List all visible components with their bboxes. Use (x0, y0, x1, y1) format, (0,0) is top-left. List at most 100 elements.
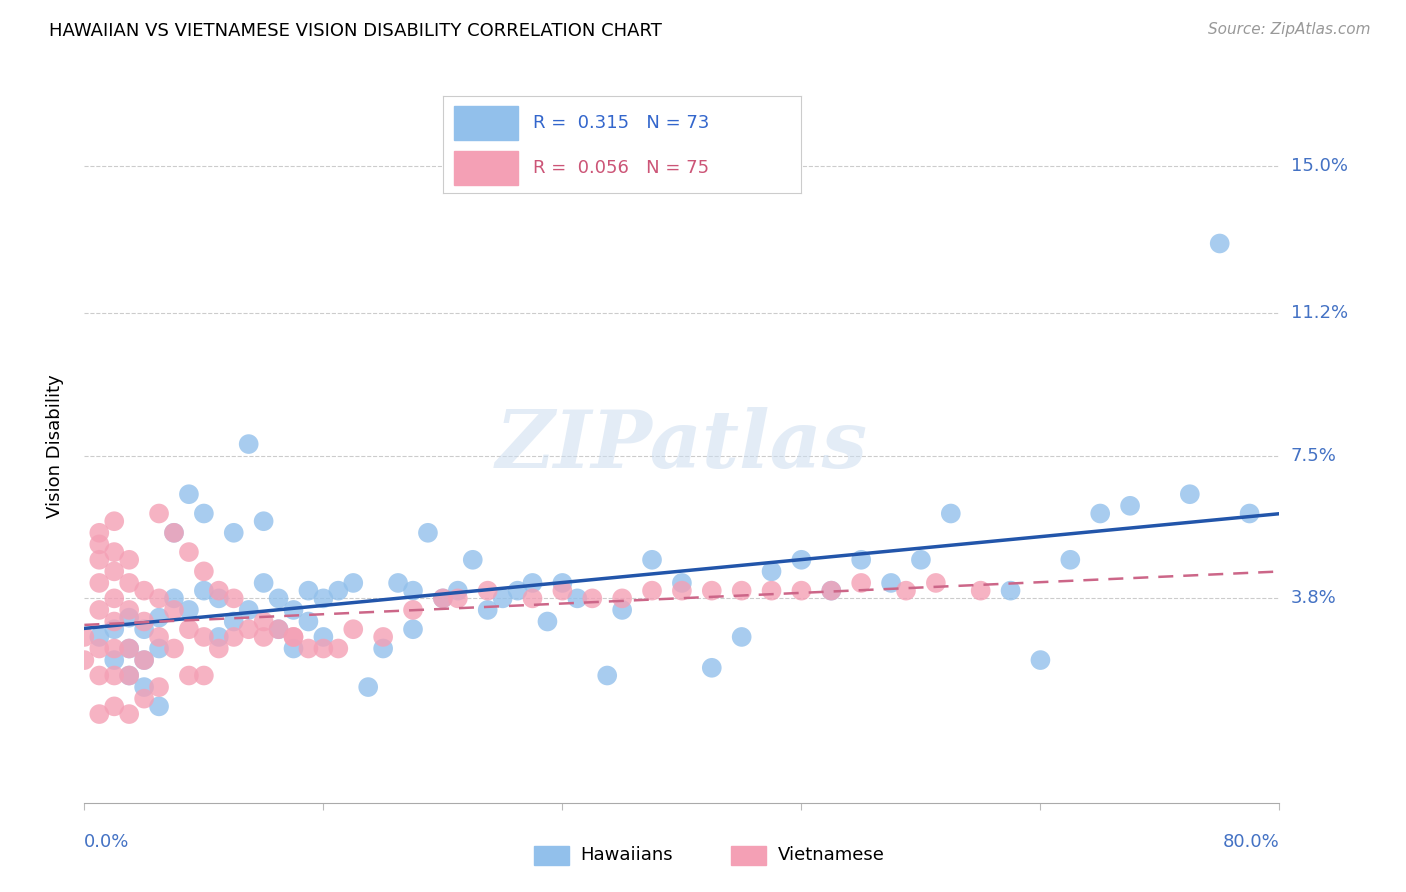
Point (1208, 236, 1232, 251)
Point (820, 583, 842, 598)
Point (477, 603, 499, 617)
Point (1000, 583, 1022, 598)
Point (163, 525, 186, 540)
Point (371, 630, 394, 644)
Point (925, 576, 948, 591)
Point (371, 641, 394, 656)
Point (103, 653, 125, 667)
Point (148, 699, 170, 714)
Point (238, 437, 260, 451)
Point (342, 622, 364, 636)
Point (447, 583, 470, 598)
Point (132, 653, 156, 667)
Point (700, 583, 723, 598)
Point (731, 583, 754, 598)
Point (222, 630, 245, 644)
Point (118, 576, 141, 591)
Point (118, 641, 141, 656)
Point (73, 653, 96, 667)
Point (283, 630, 305, 644)
Point (193, 668, 215, 682)
Point (402, 622, 425, 636)
Point (208, 630, 231, 644)
Point (1119, 499, 1142, 513)
Point (208, 583, 231, 598)
Point (267, 622, 290, 636)
Point (193, 630, 215, 644)
Point (312, 630, 335, 644)
Point (297, 615, 319, 629)
Point (89, 537, 111, 551)
Point (849, 576, 872, 591)
Point (177, 487, 200, 501)
Point (761, 565, 783, 579)
Point (297, 641, 319, 656)
Point (312, 641, 335, 656)
Point (267, 591, 290, 606)
Point (641, 583, 664, 598)
Point (1239, 507, 1261, 521)
Point (402, 603, 425, 617)
Point (103, 668, 125, 682)
Point (970, 583, 993, 598)
Point (132, 622, 156, 636)
Point (148, 630, 170, 644)
Point (328, 641, 350, 656)
Point (148, 591, 170, 606)
Y-axis label: Vision Disability: Vision Disability (45, 374, 63, 518)
Point (536, 615, 558, 629)
Point (208, 641, 231, 656)
Point (148, 610, 170, 624)
Text: 11.2%: 11.2% (1291, 304, 1348, 322)
Point (610, 603, 633, 617)
Point (89, 707, 111, 722)
Point (297, 583, 319, 598)
Point (790, 553, 813, 567)
Point (253, 615, 276, 629)
Point (328, 583, 350, 598)
Point (177, 622, 200, 636)
Point (73, 630, 96, 644)
Point (551, 583, 574, 598)
Point (253, 514, 276, 528)
Point (163, 525, 186, 540)
Point (132, 653, 156, 667)
Point (103, 591, 125, 606)
Point (193, 507, 215, 521)
Point (477, 583, 499, 598)
Text: 3.8%: 3.8% (1291, 590, 1336, 607)
Point (731, 630, 754, 644)
Text: 15.0%: 15.0% (1291, 157, 1347, 176)
Point (89, 525, 111, 540)
Point (118, 553, 141, 567)
Point (402, 583, 425, 598)
Text: 0.0%: 0.0% (84, 833, 129, 851)
Point (312, 591, 335, 606)
Point (432, 591, 454, 606)
Point (177, 668, 200, 682)
Point (89, 641, 111, 656)
Point (177, 603, 200, 617)
Point (283, 603, 305, 617)
Text: HAWAIIAN VS VIETNAMESE VISION DISABILITY CORRELATION CHART: HAWAIIAN VS VIETNAMESE VISION DISABILITY… (49, 22, 662, 40)
Text: Source: ZipAtlas.com: Source: ZipAtlas.com (1208, 22, 1371, 37)
Point (148, 680, 170, 694)
Point (148, 507, 170, 521)
Point (118, 668, 141, 682)
Point (761, 583, 783, 598)
Point (222, 615, 245, 629)
Point (103, 622, 125, 636)
Point (132, 615, 156, 629)
Point (700, 661, 723, 675)
Point (118, 641, 141, 656)
Point (148, 641, 170, 656)
Point (416, 525, 439, 540)
Point (177, 545, 200, 559)
Point (193, 583, 215, 598)
Text: 80.0%: 80.0% (1223, 833, 1279, 851)
Point (447, 591, 470, 606)
Point (461, 553, 484, 567)
Text: Vietnamese: Vietnamese (778, 847, 884, 864)
Point (1029, 653, 1052, 667)
Point (790, 583, 813, 598)
